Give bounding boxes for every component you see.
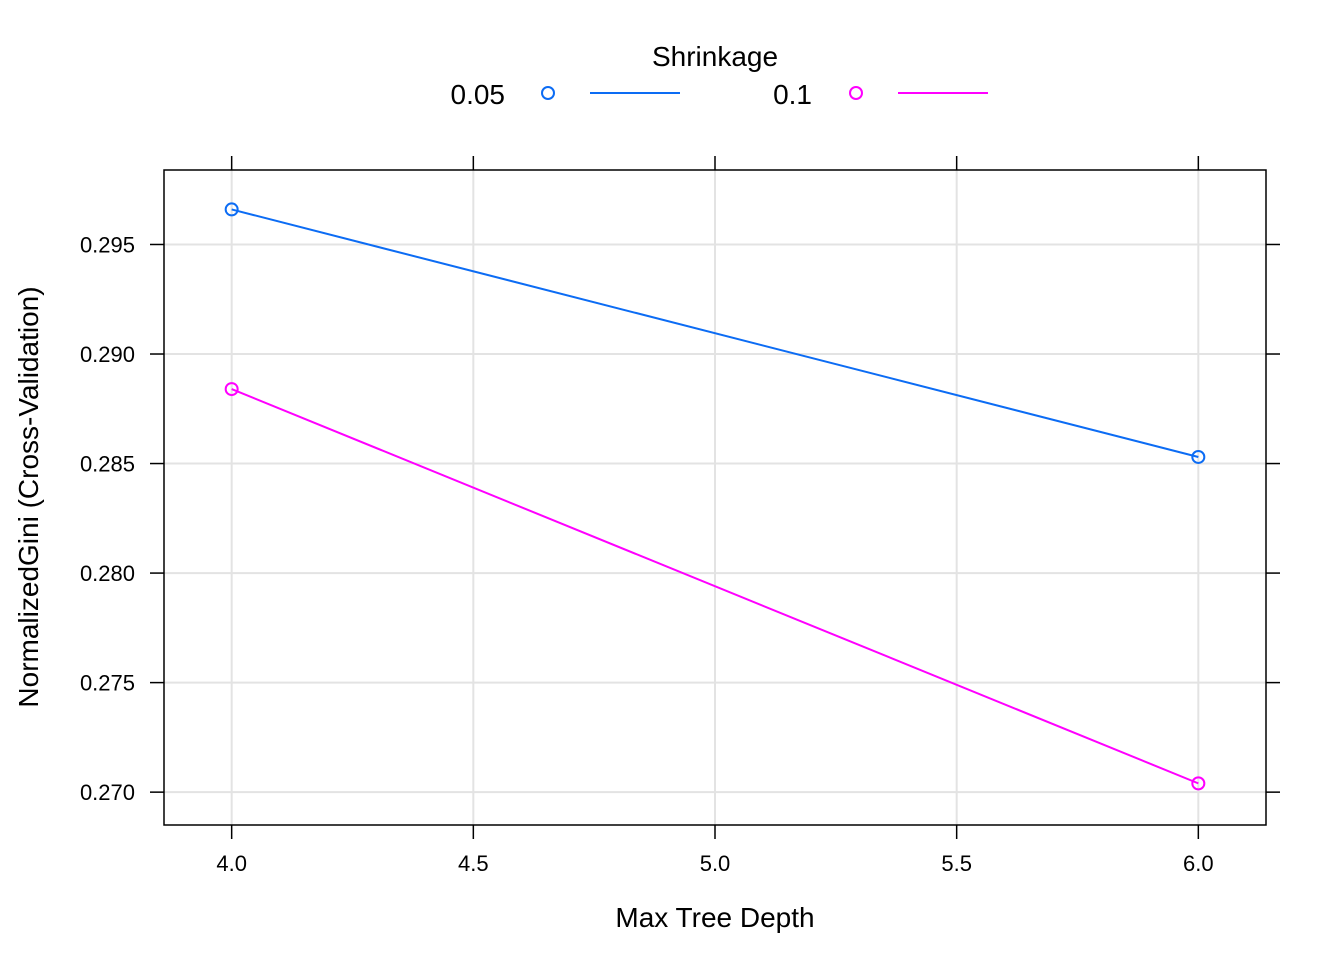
y-tick-label-3: 0.285	[80, 452, 135, 477]
series-1-point-1	[1191, 776, 1206, 791]
legend: Shrinkage 0.05 0.1	[451, 41, 988, 110]
series-layer	[224, 202, 1206, 791]
y-tick-label-1: 0.275	[80, 671, 135, 696]
x-tick-label-2: 5.0	[700, 851, 731, 876]
x-axis-title: Max Tree Depth	[615, 902, 814, 933]
y-tick-label-2: 0.280	[80, 561, 135, 586]
x-tick-label-4: 6.0	[1183, 851, 1214, 876]
series-line-0	[231, 208, 1199, 458]
legend-marker-1	[849, 86, 863, 100]
grid	[164, 170, 1266, 825]
legend-label-1: 0.1	[773, 79, 812, 110]
x-tick-label-0: 4.0	[216, 851, 247, 876]
y-axis-title: NormalizedGini (Cross-Validation)	[13, 286, 44, 707]
x-tick-label-3: 5.5	[941, 851, 972, 876]
series-0-point-1	[1191, 449, 1206, 464]
legend-marker-0	[541, 86, 555, 100]
series-line-1	[231, 388, 1199, 785]
y-tick-label-5: 0.295	[80, 232, 135, 257]
series-1-point-0	[224, 382, 239, 397]
x-tick-label-1: 4.5	[458, 851, 489, 876]
legend-label-0: 0.05	[451, 79, 506, 110]
y-tick-label-4: 0.290	[80, 342, 135, 367]
legend-title: Shrinkage	[652, 41, 778, 72]
axis-ticks: 4.0 4.5 5.0 5.5 6.0 0.270 0.275 0.280 0.285 0.290…	[80, 156, 1280, 876]
series-0-point-0	[224, 202, 239, 217]
y-tick-label-0: 0.270	[80, 780, 135, 805]
